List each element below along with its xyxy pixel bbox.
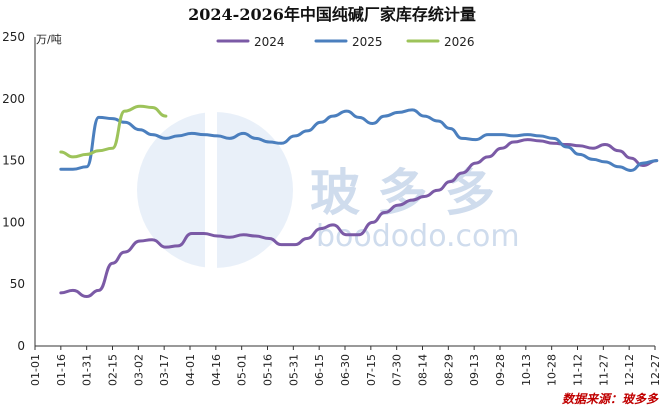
series-line-2025 <box>59 108 659 172</box>
x-tick-label: 08-14 <box>417 354 430 386</box>
x-tick-label: 10-13 <box>520 354 533 386</box>
x-tick-label: 06-15 <box>313 354 326 386</box>
x-tick-label: 01-16 <box>55 354 68 386</box>
x-tick-label: 07-30 <box>391 354 404 386</box>
x-tick-label: 05-01 <box>236 354 249 386</box>
x-tick-label: 06-30 <box>339 354 352 386</box>
x-tick-label: 01-01 <box>29 354 42 386</box>
x-tick-label: 02-15 <box>107 354 120 386</box>
x-tick-label: 09-28 <box>494 354 507 386</box>
legend: 2024 2025 2026 <box>216 35 475 49</box>
x-tick-label: 03-17 <box>158 354 171 386</box>
x-tick-label: 12-27 <box>649 354 662 386</box>
y-axis-unit: 万/吨 <box>36 33 62 46</box>
legend-label-2024: 2024 <box>254 35 285 49</box>
y-tick-label: 250 <box>2 30 25 44</box>
x-tick-label: 04-01 <box>184 354 197 386</box>
y-axis-ticks: 0 50 100 150 200 250 <box>2 30 25 353</box>
x-tick-label: 11-12 <box>572 354 585 386</box>
data-source-note: 数据来源：玻多多 <box>562 392 659 406</box>
series-lines <box>59 104 659 299</box>
y-tick-label: 50 <box>10 277 25 291</box>
x-tick-label: 01-31 <box>81 354 94 386</box>
watermark-stripe <box>205 110 217 270</box>
x-tick-label: 10-28 <box>546 354 559 386</box>
x-tick-label: 04-16 <box>210 354 223 386</box>
x-tick-label: 08-29 <box>442 354 455 386</box>
axes <box>34 37 655 347</box>
chart-title: 2024-2026年中国纯碱厂家库存统计量 <box>188 5 476 24</box>
y-tick-label: 200 <box>2 92 25 106</box>
y-tick-label: 100 <box>2 215 25 229</box>
x-tick-label: 05-16 <box>262 354 275 386</box>
x-tick-label: 11-27 <box>597 354 610 386</box>
watermark-url: boododo.com <box>316 219 520 254</box>
x-tick-label: 12-12 <box>623 354 636 386</box>
y-tick-label: 0 <box>17 339 25 353</box>
legend-label-2025: 2025 <box>352 35 383 49</box>
x-tick-label: 05-31 <box>287 354 300 386</box>
legend-label-2026: 2026 <box>444 35 475 49</box>
series-line-2026 <box>59 104 168 159</box>
x-axis-ticks: 01-01 01-16 01-31 02-15 03-02 03-17 04-01 04-16… <box>29 346 662 386</box>
x-tick-label: 03-02 <box>132 354 145 386</box>
y-tick-label: 150 <box>2 154 25 168</box>
x-tick-label: 09-13 <box>468 354 481 386</box>
series-line-2024 <box>59 138 659 299</box>
x-tick-label: 07-15 <box>365 354 378 386</box>
